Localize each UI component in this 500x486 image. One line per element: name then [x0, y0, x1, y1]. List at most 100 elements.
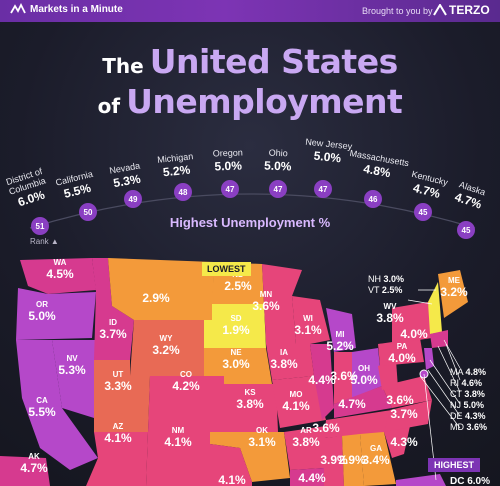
northeast-item-vt: VT 2.5% [368, 285, 404, 296]
state-value-tx: 4.1% [218, 473, 246, 486]
state-value-mn: 3.6% [252, 299, 280, 313]
state-ga [360, 432, 396, 486]
state-value-ak: 4.7% [20, 461, 48, 475]
state-ok [210, 432, 290, 482]
rank-badge: 50 [79, 203, 97, 221]
state-value-mi: 5.2% [326, 339, 354, 353]
state-pa [378, 338, 424, 366]
title-the: The [102, 54, 144, 78]
state-abbr-ak: AK [28, 452, 40, 461]
markets-logo-icon [10, 3, 26, 14]
state-abbr-wy: WY [160, 334, 174, 343]
state-value-ks: 3.8% [236, 397, 264, 411]
title-unemployment: Unemployment [126, 82, 403, 121]
state-value-wy: 3.2% [152, 343, 180, 357]
state-ut [94, 360, 150, 432]
sponsor: TERZO [433, 3, 490, 17]
state-sc [384, 426, 410, 458]
northeast-value: 4.8% [465, 367, 487, 377]
state-abbr-ut: UT [113, 370, 124, 379]
northeast-item-ri: RI 4.6% [450, 378, 487, 389]
state-nv [52, 340, 98, 418]
state-nc [384, 400, 432, 432]
state-abbr-ks: KS [244, 388, 256, 397]
state-la [290, 468, 330, 486]
state-abbr-ar: AR [300, 426, 312, 435]
state-value-id: 3.7% [99, 327, 127, 341]
state-il [310, 344, 334, 420]
northeast-abbr: MA [450, 367, 466, 377]
rank-badge: 48 [174, 183, 192, 201]
state-al [342, 434, 364, 486]
state-abbr-wv: WV [384, 302, 398, 311]
state-abbr-me: ME [448, 276, 461, 285]
state-value-mo: 4.1% [282, 399, 310, 413]
state-value-tn: 3.6% [312, 421, 340, 435]
state-abbr-ga: GA [370, 444, 382, 453]
state-wv [378, 360, 398, 390]
state-value-nv: 5.3% [58, 363, 86, 377]
state-wi [292, 296, 330, 344]
leader-lines [407, 289, 461, 481]
northeast-item-ma: MA 4.8% [450, 367, 487, 378]
state-abbr-ia: IA [280, 348, 288, 357]
us-map: WA4.5%OR5.0%CA5.5%NV5.3%ID3.7%2.9%WY3.2%… [0, 258, 490, 486]
rank-label: Rank ▲ [30, 237, 59, 246]
brand-name: Markets in a Minute [30, 3, 123, 15]
state-abbr-id: ID [109, 318, 117, 327]
state-value-co: 4.2% [172, 379, 200, 393]
state-ak [0, 456, 50, 486]
state-sd [204, 304, 266, 348]
state-abbr-mo: MO [290, 390, 303, 399]
state-value-ga: 3.4% [362, 453, 390, 467]
northeast-abbr: DE [450, 411, 466, 421]
state-abbr-sd: SD [230, 314, 241, 323]
state-mi [326, 308, 356, 352]
state-value-ia: 3.8% [270, 357, 298, 371]
state-id [92, 258, 134, 360]
state-value-al: 2.9% [338, 453, 366, 467]
state-me [438, 270, 468, 318]
northeast-top-list: NH 3.0% VT 2.5% [368, 274, 404, 296]
state-abbr-nv: NV [66, 354, 78, 363]
state-abbr-or: OR [36, 300, 48, 309]
state-abbr-ca: CA [36, 396, 48, 405]
state-mt [108, 258, 214, 320]
state-ca [16, 340, 98, 470]
state-mo [272, 376, 326, 428]
state-ms [324, 436, 344, 486]
state-abbr-ok: OK [256, 426, 268, 435]
northeast-value: 3.8% [464, 389, 485, 399]
state-value-oh: 5.0% [350, 373, 378, 387]
state-value-il: 4.4% [308, 373, 336, 387]
rank-label-text: Rank [30, 237, 49, 246]
northeast-abbr: NH [368, 274, 384, 284]
rank-badge: 51 [31, 217, 49, 235]
sponsor-name: TERZO [449, 3, 490, 17]
state-co [148, 376, 224, 432]
state-value-ut: 3.3% [104, 379, 132, 393]
state-abbr-nm: NM [172, 426, 185, 435]
northeast-value: 4.6% [461, 378, 483, 388]
northeast-item-de: DE 4.3% [450, 411, 487, 422]
lowest-label: LOWEST [202, 262, 251, 276]
header-bar: Markets in a Minute Brought to you by TE… [0, 0, 500, 22]
state-tn [324, 410, 392, 438]
state-value-nd: 2.5% [224, 279, 252, 293]
state-value-ar: 3.8% [292, 435, 320, 449]
title-of: of [97, 94, 121, 118]
northeast-side-list: MA 4.8% RI 4.6% CT 3.8% NJ 5.0% DE 4.3% MD 3.… [450, 367, 487, 433]
state-ia [266, 344, 314, 380]
state-mn [262, 264, 302, 344]
state-value-nm: 4.1% [164, 435, 192, 449]
title-line-2: of Unemployment [0, 82, 500, 121]
state-fl [396, 474, 446, 486]
rank-badge: 47 [269, 180, 287, 198]
rank-badge: 49 [124, 190, 142, 208]
state-value-ok: 3.1% [248, 435, 276, 449]
state-abbr-oh: OH [358, 364, 370, 373]
northeast-item-ct: CT 3.8% [450, 389, 487, 400]
state-abbr-ne: NE [230, 348, 242, 357]
arc-subtitle: Highest Unemployment % [169, 215, 331, 230]
